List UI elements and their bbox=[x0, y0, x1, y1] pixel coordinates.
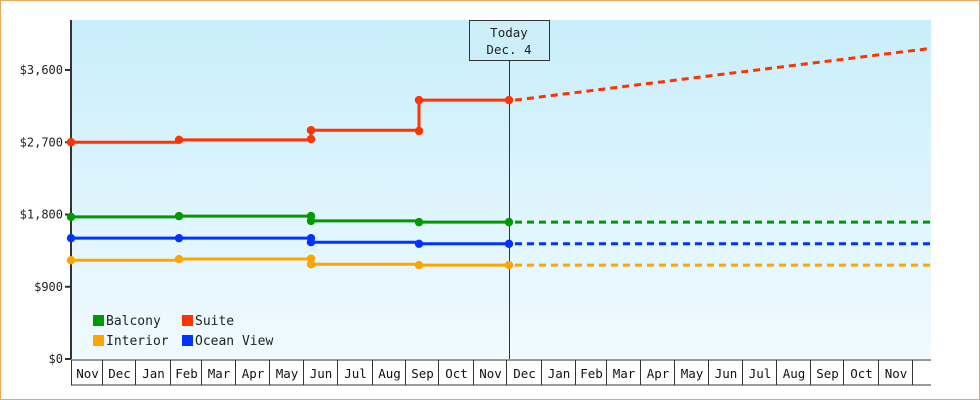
legend-swatch bbox=[93, 335, 104, 346]
legend-label: Ocean View bbox=[195, 334, 273, 349]
x-month-label: Oct bbox=[850, 366, 873, 381]
x-month-label: Jun bbox=[310, 366, 333, 381]
data-point[interactable] bbox=[306, 237, 316, 247]
legend-swatch bbox=[182, 335, 193, 346]
x-month-label: Aug bbox=[378, 366, 401, 381]
x-month-label: Nov bbox=[76, 366, 99, 381]
legend-item-ocean-view[interactable]: Ocean View bbox=[182, 334, 273, 349]
x-month-label: Dec bbox=[108, 366, 131, 381]
y-tick-label: $900 bbox=[34, 280, 63, 294]
data-point[interactable] bbox=[306, 126, 316, 135]
x-month-label: Mar bbox=[613, 366, 636, 381]
data-point[interactable] bbox=[414, 260, 424, 270]
x-month-label: Oct bbox=[445, 366, 468, 381]
legend-label: Suite bbox=[195, 314, 234, 329]
data-point[interactable] bbox=[66, 138, 76, 147]
x-month-label: Nov bbox=[885, 366, 908, 381]
x-month-label: Apr bbox=[242, 366, 265, 381]
x-month-label: Sep bbox=[411, 366, 434, 381]
series-balcony bbox=[66, 211, 931, 227]
series-interior bbox=[66, 254, 931, 270]
legend-label: Interior bbox=[106, 334, 169, 349]
data-point[interactable] bbox=[504, 217, 514, 227]
legend-swatch bbox=[182, 315, 193, 326]
data-point[interactable] bbox=[306, 260, 316, 269]
data-point[interactable] bbox=[504, 95, 514, 105]
data-point[interactable] bbox=[66, 256, 76, 265]
x-month-label: Jan bbox=[548, 366, 571, 381]
data-point[interactable] bbox=[504, 260, 514, 270]
y-tick-label: $3,600 bbox=[20, 63, 63, 77]
data-point[interactable] bbox=[414, 126, 424, 136]
x-month-label: Nov bbox=[479, 366, 502, 381]
today-label: Today bbox=[490, 25, 528, 40]
y-tick-label: $0 bbox=[49, 352, 63, 366]
data-point[interactable] bbox=[414, 217, 424, 227]
y-tick-label: $2,700 bbox=[20, 135, 63, 149]
series-suite bbox=[66, 46, 932, 147]
x-month-label: Jul bbox=[344, 366, 367, 381]
data-point[interactable] bbox=[414, 239, 424, 249]
x-month-label: Jul bbox=[749, 366, 772, 381]
x-month-label: Sep bbox=[816, 366, 839, 381]
x-month-label: Apr bbox=[647, 366, 670, 381]
x-month-label: Aug bbox=[783, 366, 806, 381]
x-month-label: Mar bbox=[208, 366, 231, 381]
data-point[interactable] bbox=[174, 211, 184, 221]
y-tick-label: $1,800 bbox=[20, 208, 63, 222]
series-layer bbox=[66, 46, 932, 270]
x-month-label: Feb bbox=[580, 366, 603, 381]
y-axis: $0 $900 $1,800 $2,700 $3,600 bbox=[20, 20, 72, 366]
data-point[interactable] bbox=[306, 216, 316, 226]
x-month-label: May bbox=[681, 366, 704, 381]
today-date-label: Dec. 4 bbox=[486, 42, 531, 57]
data-point[interactable] bbox=[174, 233, 184, 243]
projection-line bbox=[514, 46, 932, 102]
x-month-label: Feb bbox=[175, 366, 198, 381]
data-point[interactable] bbox=[414, 95, 424, 105]
legend-item-suite[interactable]: Suite bbox=[182, 314, 234, 329]
x-month-label: May bbox=[276, 366, 299, 381]
series-ocean-view bbox=[66, 233, 931, 249]
legend-label: Balcony bbox=[106, 314, 161, 329]
legend: Balcony Suite Interior Ocean View bbox=[93, 314, 273, 349]
data-point[interactable] bbox=[174, 135, 184, 145]
data-point[interactable] bbox=[504, 239, 514, 249]
today-marker: Today Dec. 4 bbox=[469, 20, 550, 359]
x-month-label: Jan bbox=[142, 366, 165, 381]
today-label-box bbox=[469, 20, 550, 61]
legend-item-interior[interactable]: Interior bbox=[93, 334, 169, 349]
x-axis: Nov Dec Jan Feb Mar Apr May Jun Jul Aug Sep Oct Nov D… bbox=[71, 359, 931, 386]
data-point[interactable] bbox=[174, 254, 184, 264]
x-month-label: Dec bbox=[513, 366, 536, 381]
x-month-label: Jun bbox=[715, 366, 738, 381]
plot-area bbox=[71, 20, 931, 359]
data-point[interactable] bbox=[66, 233, 76, 243]
legend-swatch bbox=[93, 315, 104, 326]
data-point[interactable] bbox=[306, 134, 316, 144]
legend-item-balcony[interactable]: Balcony bbox=[93, 314, 161, 329]
data-point[interactable] bbox=[66, 212, 76, 222]
